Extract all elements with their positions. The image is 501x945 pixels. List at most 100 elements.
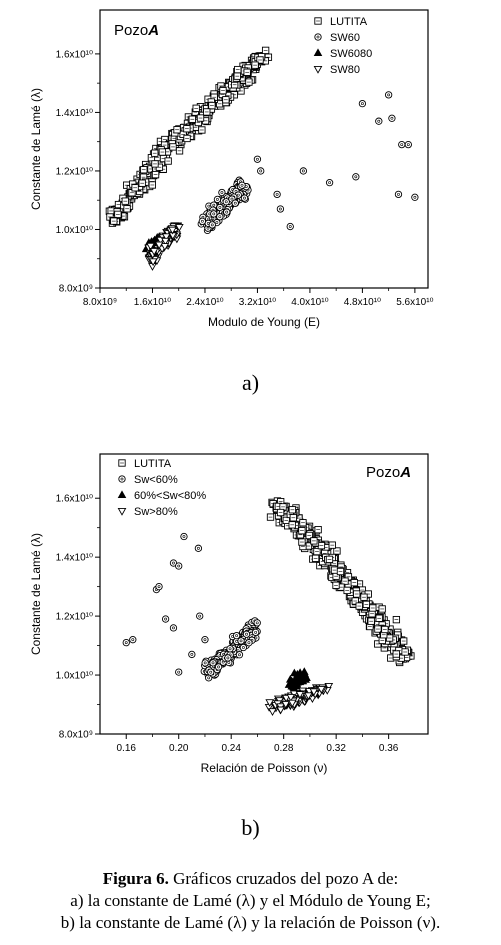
data-point-cluster (207, 668, 215, 676)
y-axis-label: Constante de Lamé (λ) (29, 88, 43, 210)
data-point-outlier (155, 582, 163, 591)
x-tick-label: 1.6x10¹⁰ (134, 297, 171, 308)
data-point-cluster (223, 208, 231, 216)
series-sw60 (197, 91, 419, 235)
data-point-outlier (253, 155, 262, 163)
x-tick-label: 0.20 (169, 743, 189, 754)
legend: LUTITA SW60 SW6080 SW80 (313, 16, 372, 76)
data-point-cluster (146, 242, 155, 251)
x-axis-label: Modulo de Young (E) (208, 315, 320, 329)
data-point-outlier (299, 167, 308, 175)
data-point-cluster (304, 692, 313, 701)
data-point-legend-symbol (117, 490, 127, 498)
y-tick-label: 1.4x10¹⁰ (56, 553, 93, 564)
data-point-outlier (276, 205, 285, 213)
data-point-cluster (287, 699, 297, 708)
data-point-cluster (309, 688, 319, 697)
data-point-cluster (281, 694, 291, 703)
data-point-cluster (218, 188, 226, 197)
x-tick-label: 0.36 (379, 743, 399, 754)
data-point-cluster (216, 213, 224, 221)
x-tick-label: 0.28 (274, 743, 294, 754)
data-point-cluster (245, 639, 253, 647)
y-tick-label: 1.2x10¹⁰ (56, 166, 93, 177)
data-point-cluster (253, 619, 261, 627)
data-point-cluster (232, 631, 241, 640)
data-point-cluster (324, 682, 334, 691)
data-point-outlier (196, 612, 204, 620)
x-tick-label: 4.0x10¹⁰ (291, 297, 328, 308)
legend-entry: SW60 (330, 32, 360, 44)
data-point-outlier (169, 624, 178, 632)
y-axis-label: Constante de Lamé (λ) (29, 533, 43, 655)
data-point-outlier (175, 668, 183, 676)
data-point-cluster (265, 699, 275, 708)
legend-entry: Sw<60% (134, 474, 178, 486)
data-point-outlier (384, 91, 393, 99)
legend-entry: LUTITA (134, 458, 172, 470)
x-tick-label: 3.2x10¹⁰ (239, 297, 276, 308)
series-sw80 (144, 222, 184, 271)
caption-line-1: Figura 6. Gráficos cruzados del pozo A d… (0, 868, 501, 890)
data-point-legend-symbol (117, 507, 127, 516)
data-point-outlier (175, 562, 183, 570)
plot-frame (99, 9, 429, 289)
data-point-cluster (222, 198, 230, 206)
data-point-cluster (161, 237, 170, 246)
chart-a: 8.0x10⁹ 1.6x10¹⁰ 2.4x10¹⁰ 3.2x10¹⁰ 4.0x10¹⁰ 4… (0, 0, 501, 350)
data-point-cluster (208, 221, 216, 229)
x-tick-label: 0.24 (221, 743, 241, 754)
data-point-outlier (411, 193, 419, 201)
data-point-cluster (281, 700, 291, 709)
data-point-cluster (210, 210, 218, 218)
data-point-cluster (268, 708, 277, 717)
data-point-outlier (358, 99, 367, 108)
data-point-cluster (198, 217, 207, 225)
data-point-cluster (299, 669, 308, 677)
data-point-cluster (295, 691, 305, 699)
legend-entry: LUTITA (330, 16, 368, 28)
data-point-legend-symbol (314, 33, 322, 41)
data-point-outlier (161, 615, 170, 623)
data-point-legend-symbol (118, 475, 126, 483)
data-point-cluster (242, 630, 251, 638)
data-point-cluster (213, 195, 222, 204)
y-tick-label: 1.6x10¹⁰ (56, 494, 93, 505)
y-tick-label: 1.0x10¹⁰ (56, 671, 93, 682)
well-label: PozoA (366, 464, 411, 481)
data-point-cluster (154, 241, 164, 250)
x-tick-label: 0.32 (326, 743, 346, 754)
scatter-plot-svg: 0.16 0.20 0.24 0.28 0.32 0.36 8.0x10⁹ 1.0x10¹⁰ 1… (29, 453, 429, 775)
data-point-outlier (388, 114, 396, 122)
data-point-cluster (174, 224, 184, 232)
legend: LUTITA Sw<60% 60%<Sw<80% Sw>80% (117, 458, 206, 518)
data-point-cluster (226, 645, 234, 653)
data-point-cluster (160, 243, 170, 251)
x-tick-label: 2.4x10¹⁰ (186, 297, 223, 308)
data-point-legend-symbol (313, 48, 323, 56)
data-point-cluster (201, 659, 209, 667)
data-point-cluster (302, 673, 311, 681)
data-point-cluster (251, 628, 260, 636)
x-tick-label: 8.0x10⁹ (83, 297, 117, 308)
legend-entry: SW6080 (330, 48, 372, 60)
x-tick-label: 0.16 (117, 743, 137, 754)
caption-line-1-text: Gráficos cruzados del pozo A de: (168, 869, 399, 888)
caption-line-2: a) la constante de Lamé (λ) y el Módulo … (70, 891, 431, 910)
data-point-cluster (216, 203, 224, 212)
well-label: PozoA (114, 22, 159, 39)
data-point-outlier (404, 140, 412, 149)
data-point-cluster (231, 199, 239, 207)
data-point-outlier (286, 222, 294, 231)
series-lutita (105, 46, 273, 227)
data-point-outlier (325, 179, 334, 187)
data-point-outlier (375, 117, 383, 125)
data-point-cluster (168, 226, 177, 235)
x-tick-label: 5.6x10¹⁰ (396, 297, 433, 308)
data-point-outlier (201, 636, 209, 644)
x-axis-label: Relación de Poisson (ν) (201, 761, 328, 775)
data-point-cluster (237, 637, 245, 645)
data-point-outlier (129, 636, 137, 644)
caption-prefix: Figura 6. (102, 869, 169, 888)
data-point-cluster (316, 686, 326, 694)
